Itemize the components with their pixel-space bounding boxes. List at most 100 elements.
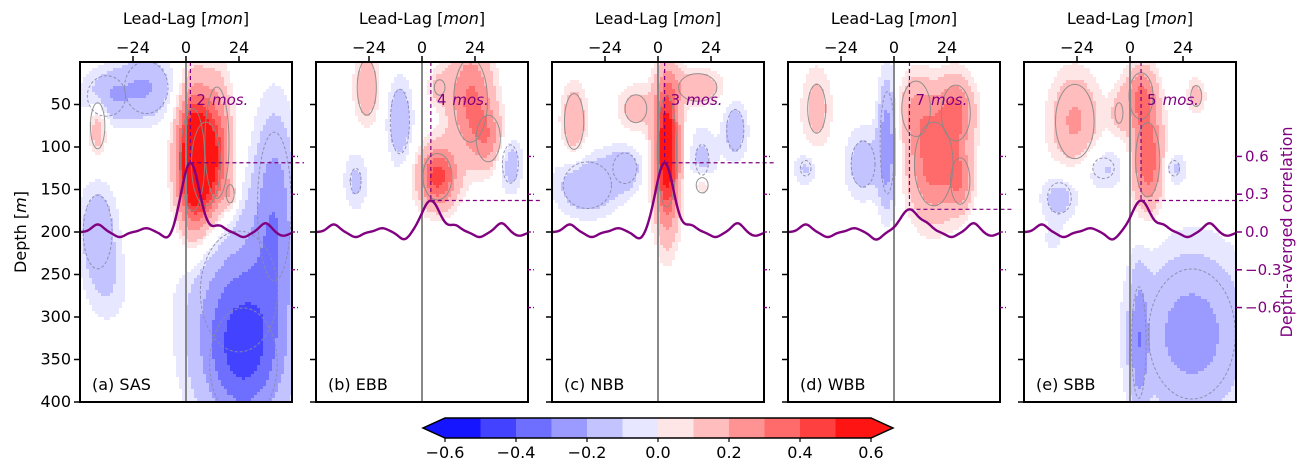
depth-tick-label: 50 <box>51 95 71 114</box>
depth-tick-label: 300 <box>40 307 71 326</box>
top-tick-label: 0 <box>1125 38 1135 57</box>
correlation-tick-label: −0.6 <box>1245 299 1281 317</box>
top-tick-label: −24 <box>824 38 858 57</box>
lag-unit: mos. <box>1163 91 1199 109</box>
panel: 4 mos. (b) EBB −24 0 24 Lead-Lag [mon] <box>310 9 540 402</box>
colorbar-segment <box>423 418 481 438</box>
colorbar-segment <box>516 418 552 438</box>
left-axis-bracket: ] <box>11 191 30 197</box>
top-axis-title: Lead-Lag [mon] <box>359 9 485 28</box>
top-tick-label: 0 <box>417 38 427 57</box>
top-tick-label: 24 <box>701 38 721 57</box>
top-tick-label: −24 <box>588 38 622 57</box>
colorbar-segment <box>729 418 765 438</box>
top-tick-label: 24 <box>1173 38 1193 57</box>
panel-label: (c) NBB <box>564 375 624 394</box>
colorbar-tick-label: 0.2 <box>716 443 741 462</box>
lag-value: 2 <box>196 91 206 109</box>
top-axis-title: Lead-Lag [mon] <box>123 9 249 28</box>
panel-label: (a) SAS <box>92 375 151 394</box>
top-axis-bracket: ] <box>479 9 485 28</box>
top-axis-title: Lead-Lag [mon] <box>831 9 957 28</box>
colorbar-tick-label: −0.4 <box>497 443 536 462</box>
top-axis-bracket: ] <box>715 9 721 28</box>
top-tick-label: 0 <box>889 38 899 57</box>
correlation-tick-label: 0.6 <box>1245 147 1269 165</box>
depth-tick-label: 100 <box>40 137 71 156</box>
top-tick-label: 24 <box>229 38 249 57</box>
top-axis-bracket: ] <box>951 9 957 28</box>
top-axis-unit: mon <box>915 9 951 28</box>
panel: 3 mos. (c) NBB −24 0 24 Lead-Lag [mon] <box>546 9 776 402</box>
top-axis-label: Lead-Lag [ <box>595 9 679 28</box>
colorbar-segment <box>765 418 801 438</box>
depth-tick-label: 150 <box>40 180 71 199</box>
lag-unit: mos. <box>452 91 488 109</box>
left-axis-title: Depth [m] <box>11 191 30 273</box>
panel-plot-area <box>316 58 528 402</box>
correlation-field <box>343 62 523 221</box>
top-tick-label: 24 <box>937 38 957 57</box>
lag-value: 3 <box>671 91 681 109</box>
top-axis-label: Lead-Lag [ <box>123 9 207 28</box>
top-axis-bracket: ] <box>1187 9 1193 28</box>
top-axis-label: Lead-Lag [ <box>1067 9 1151 28</box>
top-tick-label: −24 <box>1060 38 1094 57</box>
lag-unit: mos. <box>212 91 248 109</box>
top-tick-label: −24 <box>116 38 150 57</box>
top-axis-title: Lead-Lag [mon] <box>1067 9 1193 28</box>
correlation-tick-label: 0.0 <box>1245 223 1269 241</box>
panel-label: (e) SBB <box>1036 375 1096 394</box>
correlation-field <box>1039 62 1237 404</box>
colorbar-tick-label: 0.6 <box>858 443 883 462</box>
top-axis-unit: mon <box>443 9 479 28</box>
colorbar-segment <box>658 418 694 438</box>
colorbar-tick-label: 0.0 <box>645 443 670 462</box>
colorbar-tick-label: −0.2 <box>568 443 607 462</box>
colorbar-segment <box>481 418 517 438</box>
depth-tick-label: 250 <box>40 265 71 284</box>
top-axis-label: Lead-Lag [ <box>359 9 443 28</box>
colorbar-segment <box>552 418 588 438</box>
top-axis-unit: mon <box>679 9 715 28</box>
top-axis-title: Lead-Lag [mon] <box>595 9 721 28</box>
panel-label: (b) EBB <box>328 375 388 394</box>
panel-plot-area <box>788 62 1000 402</box>
colorbar-tick-label: −0.6 <box>426 443 465 462</box>
colorbar-segment <box>836 418 894 438</box>
colorbar-segment <box>800 418 836 438</box>
depth-tick-label: 350 <box>40 350 71 369</box>
colorbar-segment <box>623 418 659 438</box>
depth-tick-label: 400 <box>40 392 71 411</box>
top-axis-unit: mon <box>207 9 243 28</box>
lag-annotation: 2 mos. <box>196 91 248 109</box>
lag-value: 4 <box>437 91 447 109</box>
lag-annotation: 4 mos. <box>437 91 489 109</box>
top-tick-label: 0 <box>653 38 663 57</box>
depth-tick-label: 200 <box>40 222 71 241</box>
top-tick-label: 0 <box>181 38 191 57</box>
right-axis-title: Depth-averged correlation <box>1277 126 1296 337</box>
panel-plot-area <box>80 61 293 419</box>
top-tick-label: 24 <box>465 38 485 57</box>
panel: 2 mos. (a) SAS −24 0 24 Lead-Lag [mon] 50 100 150… <box>40 9 304 420</box>
top-axis-bracket: ] <box>243 9 249 28</box>
top-tick-label: −24 <box>352 38 386 57</box>
left-axis-unit: m <box>11 197 30 213</box>
panel-label: (d) WBB <box>800 375 866 394</box>
left-axis-text: Depth [m] <box>11 191 30 273</box>
colorbar-segment <box>587 418 623 438</box>
correlation-tick-label: 0.3 <box>1245 185 1269 203</box>
top-axis-label: Lead-Lag [ <box>831 9 915 28</box>
lag-unit: mos. <box>686 91 722 109</box>
top-axis-unit: mon <box>1151 9 1187 28</box>
panel-plot-area <box>1024 62 1237 404</box>
lag-unit: mos. <box>931 91 967 109</box>
